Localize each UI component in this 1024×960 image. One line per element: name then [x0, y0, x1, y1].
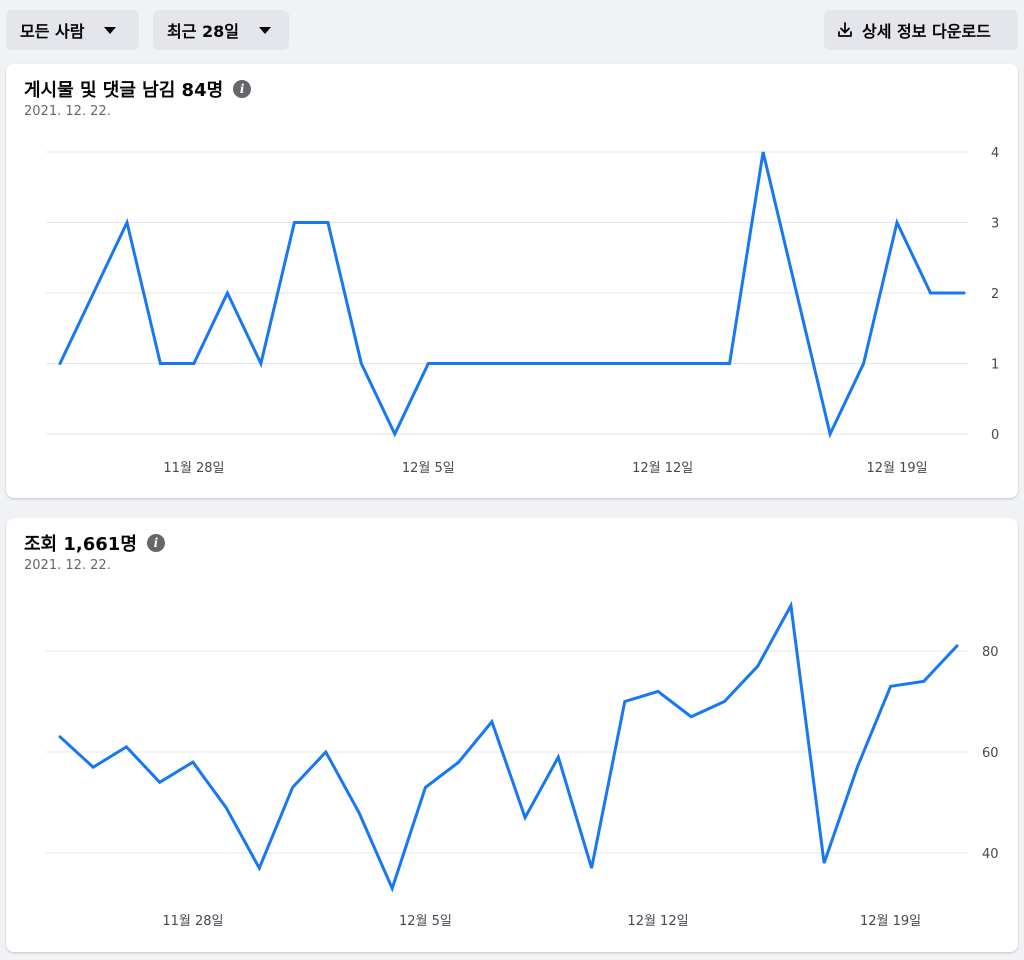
data-point[interactable] [690, 358, 702, 370]
card-date: 2021. 12. 22. [24, 104, 111, 119]
card-title: 조회 1,661명 i [24, 530, 165, 556]
data-point[interactable] [220, 802, 232, 814]
y-tick-label: 0 [991, 428, 999, 443]
data-point[interactable] [586, 862, 598, 874]
data-point[interactable] [322, 217, 334, 229]
period-dropdown[interactable]: 최근 28일 [153, 10, 289, 50]
caret-down-icon [104, 26, 117, 34]
download-details-button[interactable]: 상세 정보 다운로드 [824, 10, 1018, 50]
x-tick-label: 12월 12일 [632, 461, 693, 476]
top-toolbar: 모든 사람 최근 28일 상세 정보 다운로드 [0, 0, 1024, 60]
views-card: 조회 1,661명 i 2021. 12. 22. 40 60 80 11월 28일 1… [6, 518, 1018, 952]
card-title: 게시물 및 댓글 남김 84명 i [24, 76, 252, 102]
data-point[interactable] [724, 358, 736, 370]
data-point[interactable] [187, 756, 199, 768]
data-point[interactable] [87, 287, 99, 299]
data-point[interactable] [255, 358, 267, 370]
data-point[interactable] [785, 600, 797, 612]
data-point[interactable] [718, 696, 730, 708]
series-line [58, 600, 959, 893]
data-point[interactable] [355, 358, 367, 370]
x-tick-label: 12월 19일 [866, 461, 927, 476]
data-point[interactable] [287, 781, 299, 793]
audience-dropdown-label: 모든 사람 [20, 22, 85, 41]
download-details-label: 상세 정보 다운로드 [862, 22, 991, 41]
info-icon[interactable]: i [233, 80, 252, 98]
data-point[interactable] [320, 746, 332, 758]
data-point[interactable] [824, 428, 836, 440]
data-point[interactable] [858, 358, 870, 370]
y-tick-label: 2 [991, 287, 999, 302]
data-point[interactable] [652, 685, 664, 697]
data-point[interactable] [486, 716, 498, 728]
data-point[interactable] [389, 428, 401, 440]
card-date: 2021. 12. 22. [24, 558, 111, 573]
data-point[interactable] [523, 358, 535, 370]
y-tick-label: 1 [991, 358, 999, 373]
data-point[interactable] [657, 358, 669, 370]
y-tick-label: 3 [991, 217, 999, 232]
x-tick-label: 12월 19일 [860, 914, 921, 929]
data-point[interactable] [623, 358, 635, 370]
data-point[interactable] [54, 358, 66, 370]
data-point[interactable] [752, 660, 764, 672]
data-point[interactable] [87, 761, 99, 773]
data-point[interactable] [851, 761, 863, 773]
x-tick-label: 12월 12일 [627, 914, 688, 929]
data-point[interactable] [422, 358, 434, 370]
y-tick-label: 60 [982, 746, 999, 761]
data-point[interactable] [685, 711, 697, 723]
card-title-text: 게시물 및 댓글 남김 84명 [24, 80, 224, 101]
data-point[interactable] [253, 862, 265, 874]
x-tick-label: 11월 28일 [162, 914, 223, 929]
y-tick-label: 4 [991, 146, 999, 161]
data-point[interactable] [419, 781, 431, 793]
x-tick-label: 11월 28일 [163, 461, 224, 476]
views-line-chart: 40 60 80 11월 28일 12월 5일 12월 12일 12월 19일 [46, 600, 999, 929]
data-point[interactable] [918, 675, 930, 687]
data-point[interactable] [456, 358, 468, 370]
data-point[interactable] [891, 217, 903, 229]
series-line [58, 151, 966, 439]
data-point[interactable] [221, 287, 233, 299]
data-point[interactable] [121, 217, 133, 229]
data-point[interactable] [925, 287, 937, 299]
data-point[interactable] [818, 857, 830, 869]
data-point[interactable] [154, 358, 166, 370]
data-point[interactable] [54, 731, 66, 743]
data-point[interactable] [353, 807, 365, 819]
data-point[interactable] [556, 358, 568, 370]
data-point[interactable] [188, 358, 200, 370]
data-point[interactable] [453, 756, 465, 768]
data-point[interactable] [519, 812, 531, 824]
data-point[interactable] [885, 680, 897, 692]
data-point[interactable] [958, 287, 970, 299]
data-point[interactable] [951, 640, 963, 652]
data-point[interactable] [120, 741, 132, 753]
info-icon[interactable]: i [146, 534, 165, 552]
caret-down-icon [259, 26, 271, 34]
data-point[interactable] [590, 358, 602, 370]
data-point[interactable] [552, 751, 564, 763]
data-point[interactable] [386, 882, 398, 894]
card-title-text: 조회 1,661명 [24, 534, 137, 555]
engagement-line-chart: 0 1 2 3 4 11월 28일 12월 5일 12월 12일 12월 19일 [46, 146, 999, 476]
data-point[interactable] [619, 696, 631, 708]
y-tick-label: 40 [982, 847, 999, 862]
data-point[interactable] [154, 776, 166, 788]
x-tick-label: 12월 5일 [399, 914, 452, 929]
period-dropdown-label: 최근 28일 [167, 22, 239, 41]
x-tick-label: 12월 5일 [402, 461, 455, 476]
y-tick-label: 80 [982, 645, 999, 660]
data-point[interactable] [288, 217, 300, 229]
download-icon [838, 22, 852, 37]
data-point[interactable] [489, 358, 501, 370]
data-point[interactable] [791, 287, 803, 299]
audience-dropdown[interactable]: 모든 사람 [6, 10, 139, 50]
data-point[interactable] [757, 146, 769, 158]
engagement-card: 게시물 및 댓글 남김 84명 i 2021. 12. 22. 0 1 2 3 4 11월… [6, 64, 1018, 498]
